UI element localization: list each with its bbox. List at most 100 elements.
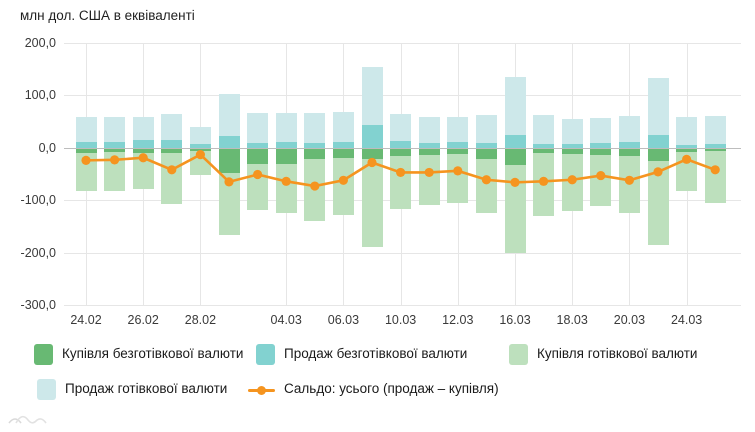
bar-segment-buy_noncash[interactable]	[247, 147, 269, 164]
bar-segment-sell_noncash[interactable]	[75, 141, 97, 148]
bar-segment-sell_cash[interactable]	[304, 112, 326, 144]
bar-segment-sell_cash[interactable]	[447, 116, 469, 143]
bar-segment-buy_noncash[interactable]	[161, 147, 183, 153]
saldo-point[interactable]	[539, 176, 549, 186]
bar-segment-sell_noncash[interactable]	[418, 143, 440, 148]
bar-segment-buy_cash[interactable]	[218, 172, 240, 236]
legend-item-saldo[interactable]: Сальдо: усього (продаж – купівля)	[248, 378, 499, 400]
bar-segment-sell_noncash[interactable]	[275, 142, 297, 148]
saldo-point[interactable]	[81, 155, 91, 165]
bar-segment-sell_cash[interactable]	[218, 94, 240, 136]
saldo-point[interactable]	[624, 175, 635, 185]
bar-segment-buy_noncash[interactable]	[189, 147, 211, 152]
bar-segment-buy_noncash[interactable]	[647, 147, 669, 162]
bar-segment-buy_cash[interactable]	[504, 165, 526, 253]
bar-segment-buy_noncash[interactable]	[676, 147, 698, 152]
bar-segment-sell_noncash[interactable]	[590, 143, 612, 148]
bar-segment-sell_noncash[interactable]	[332, 141, 354, 148]
bar-segment-sell_cash[interactable]	[647, 77, 669, 136]
bar-segment-buy_cash[interactable]	[275, 163, 297, 214]
bar-segment-buy_noncash[interactable]	[332, 147, 354, 158]
bar-segment-sell_cash[interactable]	[590, 118, 612, 144]
saldo-point[interactable]	[653, 167, 663, 177]
saldo-point[interactable]	[710, 165, 720, 175]
bar-segment-sell_cash[interactable]	[275, 113, 297, 143]
bar-segment-sell_cash[interactable]	[332, 112, 354, 142]
bar-segment-sell_noncash[interactable]	[218, 135, 240, 148]
saldo-point[interactable]	[338, 175, 348, 185]
bar-segment-buy_cash[interactable]	[332, 157, 354, 215]
bar-segment-sell_cash[interactable]	[475, 115, 497, 144]
bar-segment-buy_noncash[interactable]	[104, 147, 126, 152]
bar-segment-buy_noncash[interactable]	[304, 147, 326, 160]
bar-segment-sell_cash[interactable]	[676, 116, 698, 145]
bar-segment-buy_cash[interactable]	[418, 154, 440, 206]
bar-segment-buy_noncash[interactable]	[504, 147, 526, 166]
bar-segment-buy_cash[interactable]	[475, 159, 497, 214]
legend-item-buy-noncash[interactable]: Купівля безготівкової валюти	[34, 343, 243, 365]
bar-segment-buy_noncash[interactable]	[533, 147, 555, 153]
bar-segment-sell_noncash[interactable]	[676, 144, 698, 148]
saldo-point[interactable]	[396, 167, 406, 178]
bar-segment-buy_cash[interactable]	[590, 154, 612, 206]
bar-segment-sell_cash[interactable]	[704, 115, 726, 144]
saldo-point[interactable]	[167, 165, 177, 175]
bar-segment-sell_cash[interactable]	[189, 127, 211, 144]
bar-segment-buy_cash[interactable]	[704, 150, 726, 203]
bar-segment-sell_cash[interactable]	[75, 116, 97, 142]
saldo-point[interactable]	[453, 166, 463, 176]
saldo-point[interactable]	[367, 157, 377, 168]
bar-segment-sell_noncash[interactable]	[618, 142, 640, 148]
saldo-point[interactable]	[596, 170, 606, 181]
bar-segment-sell_cash[interactable]	[132, 116, 154, 141]
bar-segment-sell_noncash[interactable]	[304, 143, 326, 148]
bar-segment-buy_noncash[interactable]	[704, 147, 726, 151]
bar-segment-buy_noncash[interactable]	[75, 147, 97, 153]
bar-segment-sell_cash[interactable]	[161, 113, 183, 140]
bar-segment-buy_cash[interactable]	[75, 152, 97, 192]
saldo-point[interactable]	[281, 176, 291, 186]
bar-segment-buy_cash[interactable]	[132, 152, 154, 189]
bar-segment-buy_noncash[interactable]	[361, 147, 383, 159]
saldo-point[interactable]	[424, 167, 434, 178]
bar-segment-buy_noncash[interactable]	[561, 147, 583, 154]
bar-segment-buy_noncash[interactable]	[447, 147, 469, 154]
bar-segment-buy_cash[interactable]	[447, 153, 469, 204]
bar-segment-buy_noncash[interactable]	[390, 147, 412, 157]
bar-segment-buy_noncash[interactable]	[475, 147, 497, 160]
bar-segment-buy_noncash[interactable]	[618, 147, 640, 157]
bar-segment-buy_noncash[interactable]	[132, 147, 154, 153]
bar-segment-sell_noncash[interactable]	[390, 140, 412, 148]
saldo-point[interactable]	[682, 154, 692, 164]
bar-segment-sell_cash[interactable]	[504, 76, 526, 136]
saldo-point[interactable]	[567, 175, 577, 185]
saldo-point[interactable]	[195, 150, 205, 160]
bar-segment-buy_cash[interactable]	[647, 161, 669, 246]
bar-segment-buy_cash[interactable]	[104, 151, 126, 191]
saldo-point[interactable]	[110, 155, 120, 165]
bar-segment-sell_cash[interactable]	[533, 115, 555, 144]
bar-segment-buy_cash[interactable]	[161, 152, 183, 204]
bar-segment-sell_noncash[interactable]	[533, 143, 555, 148]
bar-segment-sell_noncash[interactable]	[161, 139, 183, 148]
bar-segment-sell_cash[interactable]	[361, 66, 383, 125]
bar-segment-sell_noncash[interactable]	[189, 143, 211, 148]
saldo-point[interactable]	[224, 177, 234, 187]
saldo-point[interactable]	[481, 175, 491, 185]
bar-segment-sell_cash[interactable]	[561, 118, 583, 144]
saldo-point[interactable]	[510, 177, 520, 187]
legend-item-sell-cash[interactable]: Продаж готівкової валюти	[37, 378, 227, 400]
bar-segment-sell_noncash[interactable]	[447, 142, 469, 148]
saldo-point[interactable]	[310, 181, 320, 191]
saldo-point[interactable]	[138, 153, 148, 163]
bar-segment-buy_cash[interactable]	[361, 158, 383, 247]
bar-segment-sell_cash[interactable]	[247, 113, 269, 144]
legend-item-buy-cash[interactable]: Купівля готівкової валюти	[509, 343, 697, 365]
bar-segment-sell_noncash[interactable]	[132, 140, 154, 148]
bar-segment-buy_noncash[interactable]	[275, 147, 297, 164]
bar-segment-sell_noncash[interactable]	[504, 135, 526, 148]
bar-segment-sell_noncash[interactable]	[561, 143, 583, 148]
bar-segment-buy_noncash[interactable]	[218, 147, 240, 173]
legend-item-sell-noncash[interactable]: Продаж безготівкової валюти	[256, 343, 467, 365]
bar-segment-sell_noncash[interactable]	[647, 135, 669, 148]
